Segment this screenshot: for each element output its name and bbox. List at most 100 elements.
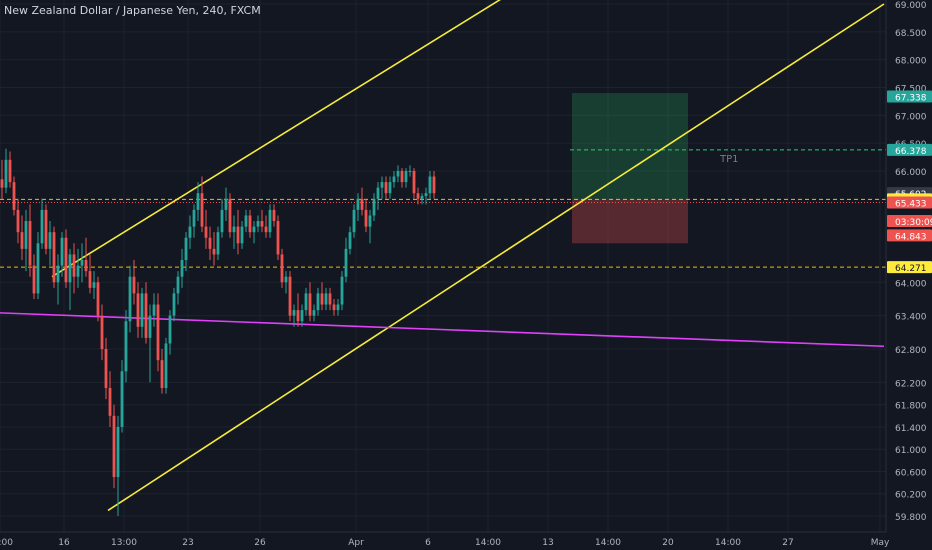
price-tick-label: 62.200 [895, 379, 927, 389]
candle-body [44, 209, 48, 249]
price-label-text: 64.843 [895, 232, 927, 242]
candle-body [292, 310, 296, 316]
candle-body [372, 198, 376, 216]
candle-body [312, 310, 316, 316]
time-tick-label: 13 [542, 538, 553, 548]
candle-body [152, 304, 156, 316]
candle-body [284, 276, 288, 283]
candle-body [36, 243, 40, 294]
candle-body [16, 209, 20, 233]
candle-body [192, 209, 196, 227]
candle-body [196, 193, 200, 210]
time-tick-label: 20 [662, 538, 674, 548]
candle-body [236, 226, 240, 244]
candle-body [104, 349, 108, 388]
candle-body [132, 276, 136, 294]
candles [0, 148, 436, 516]
price-label-text: 67.338 [895, 93, 927, 103]
candle-body [24, 221, 28, 249]
candle-body [248, 215, 252, 233]
candle-body [276, 221, 280, 255]
candle-body [424, 193, 428, 196]
candle-body [364, 209, 368, 227]
candle-body [136, 293, 140, 327]
candle-body [344, 248, 348, 277]
candle-body [356, 198, 360, 210]
candle-body [20, 232, 24, 249]
candle-body [56, 265, 60, 283]
candle-body [376, 187, 380, 199]
price-label-text: 66.378 [895, 147, 927, 157]
candle-body [268, 209, 272, 233]
candle-body [216, 232, 220, 255]
candle-body [380, 182, 384, 188]
candle-body [156, 304, 160, 361]
time-axis [0, 532, 932, 550]
time-tick-label: 14:00 [715, 538, 741, 548]
candle-body [148, 315, 152, 338]
candle-body [108, 388, 112, 416]
channel-upper-line [51, 0, 501, 278]
candle-body [288, 276, 292, 316]
candle-body [308, 293, 312, 316]
candle-body [240, 226, 244, 244]
price-tick-label: 66.000 [895, 168, 927, 178]
candle-body [200, 193, 204, 227]
candle-body [28, 221, 32, 266]
candle-body [252, 226, 256, 233]
price-tick-label: 61.400 [895, 424, 927, 434]
candle-body [232, 226, 236, 233]
candle-body [100, 315, 104, 350]
candle-body [228, 198, 232, 233]
price-label-box [887, 229, 932, 242]
price-label-text: 03:30:09 [895, 218, 932, 228]
price-tick-label: 61.000 [895, 446, 927, 456]
price-label-box [887, 90, 932, 103]
candle-body [0, 179, 4, 188]
candle-body [432, 176, 436, 194]
candle-body [176, 276, 180, 294]
price-tick-label: 60.200 [895, 491, 927, 501]
price-tick-label: 64.000 [895, 279, 927, 289]
candle-body [244, 215, 248, 227]
candle-body [272, 209, 276, 222]
candle-body [80, 260, 84, 266]
candle-body [52, 232, 56, 283]
time-tick-label: 27 [782, 538, 793, 548]
price-tick-label: 67.500 [895, 84, 927, 94]
candle-body [96, 282, 100, 316]
time-tick-label: 16 [58, 538, 70, 548]
candle-body [368, 215, 372, 227]
candle-body [336, 304, 340, 311]
price-label-box [887, 215, 932, 228]
trend-lines [0, 0, 885, 512]
candle-body [348, 232, 352, 249]
candle-body [400, 170, 404, 183]
candle-body [360, 198, 364, 210]
candle-body [332, 304, 336, 311]
candle-body [116, 426, 120, 478]
candle-body [180, 260, 184, 277]
price-tick-label: 68.500 [895, 29, 927, 39]
candle-body [164, 343, 168, 388]
price-tick-label: 61.800 [895, 402, 927, 412]
candle-body [404, 170, 408, 183]
candle-body [316, 293, 320, 311]
candle-body [352, 209, 356, 233]
candle-body [72, 254, 76, 277]
time-tick-label: 13:00 [111, 538, 137, 548]
candle-body [212, 248, 216, 255]
price-label-text: 64.271 [895, 264, 927, 274]
candle-body [412, 170, 416, 194]
candle-body [388, 182, 392, 194]
candle-body [120, 371, 124, 427]
price-tick-label: 62.800 [895, 346, 927, 356]
price-label-text: 65.433 [895, 200, 927, 210]
time-tick-label: May [871, 538, 890, 548]
candle-body [64, 237, 68, 283]
candle-body [68, 254, 72, 283]
price-label-box [887, 196, 932, 209]
candle-body [224, 198, 228, 210]
